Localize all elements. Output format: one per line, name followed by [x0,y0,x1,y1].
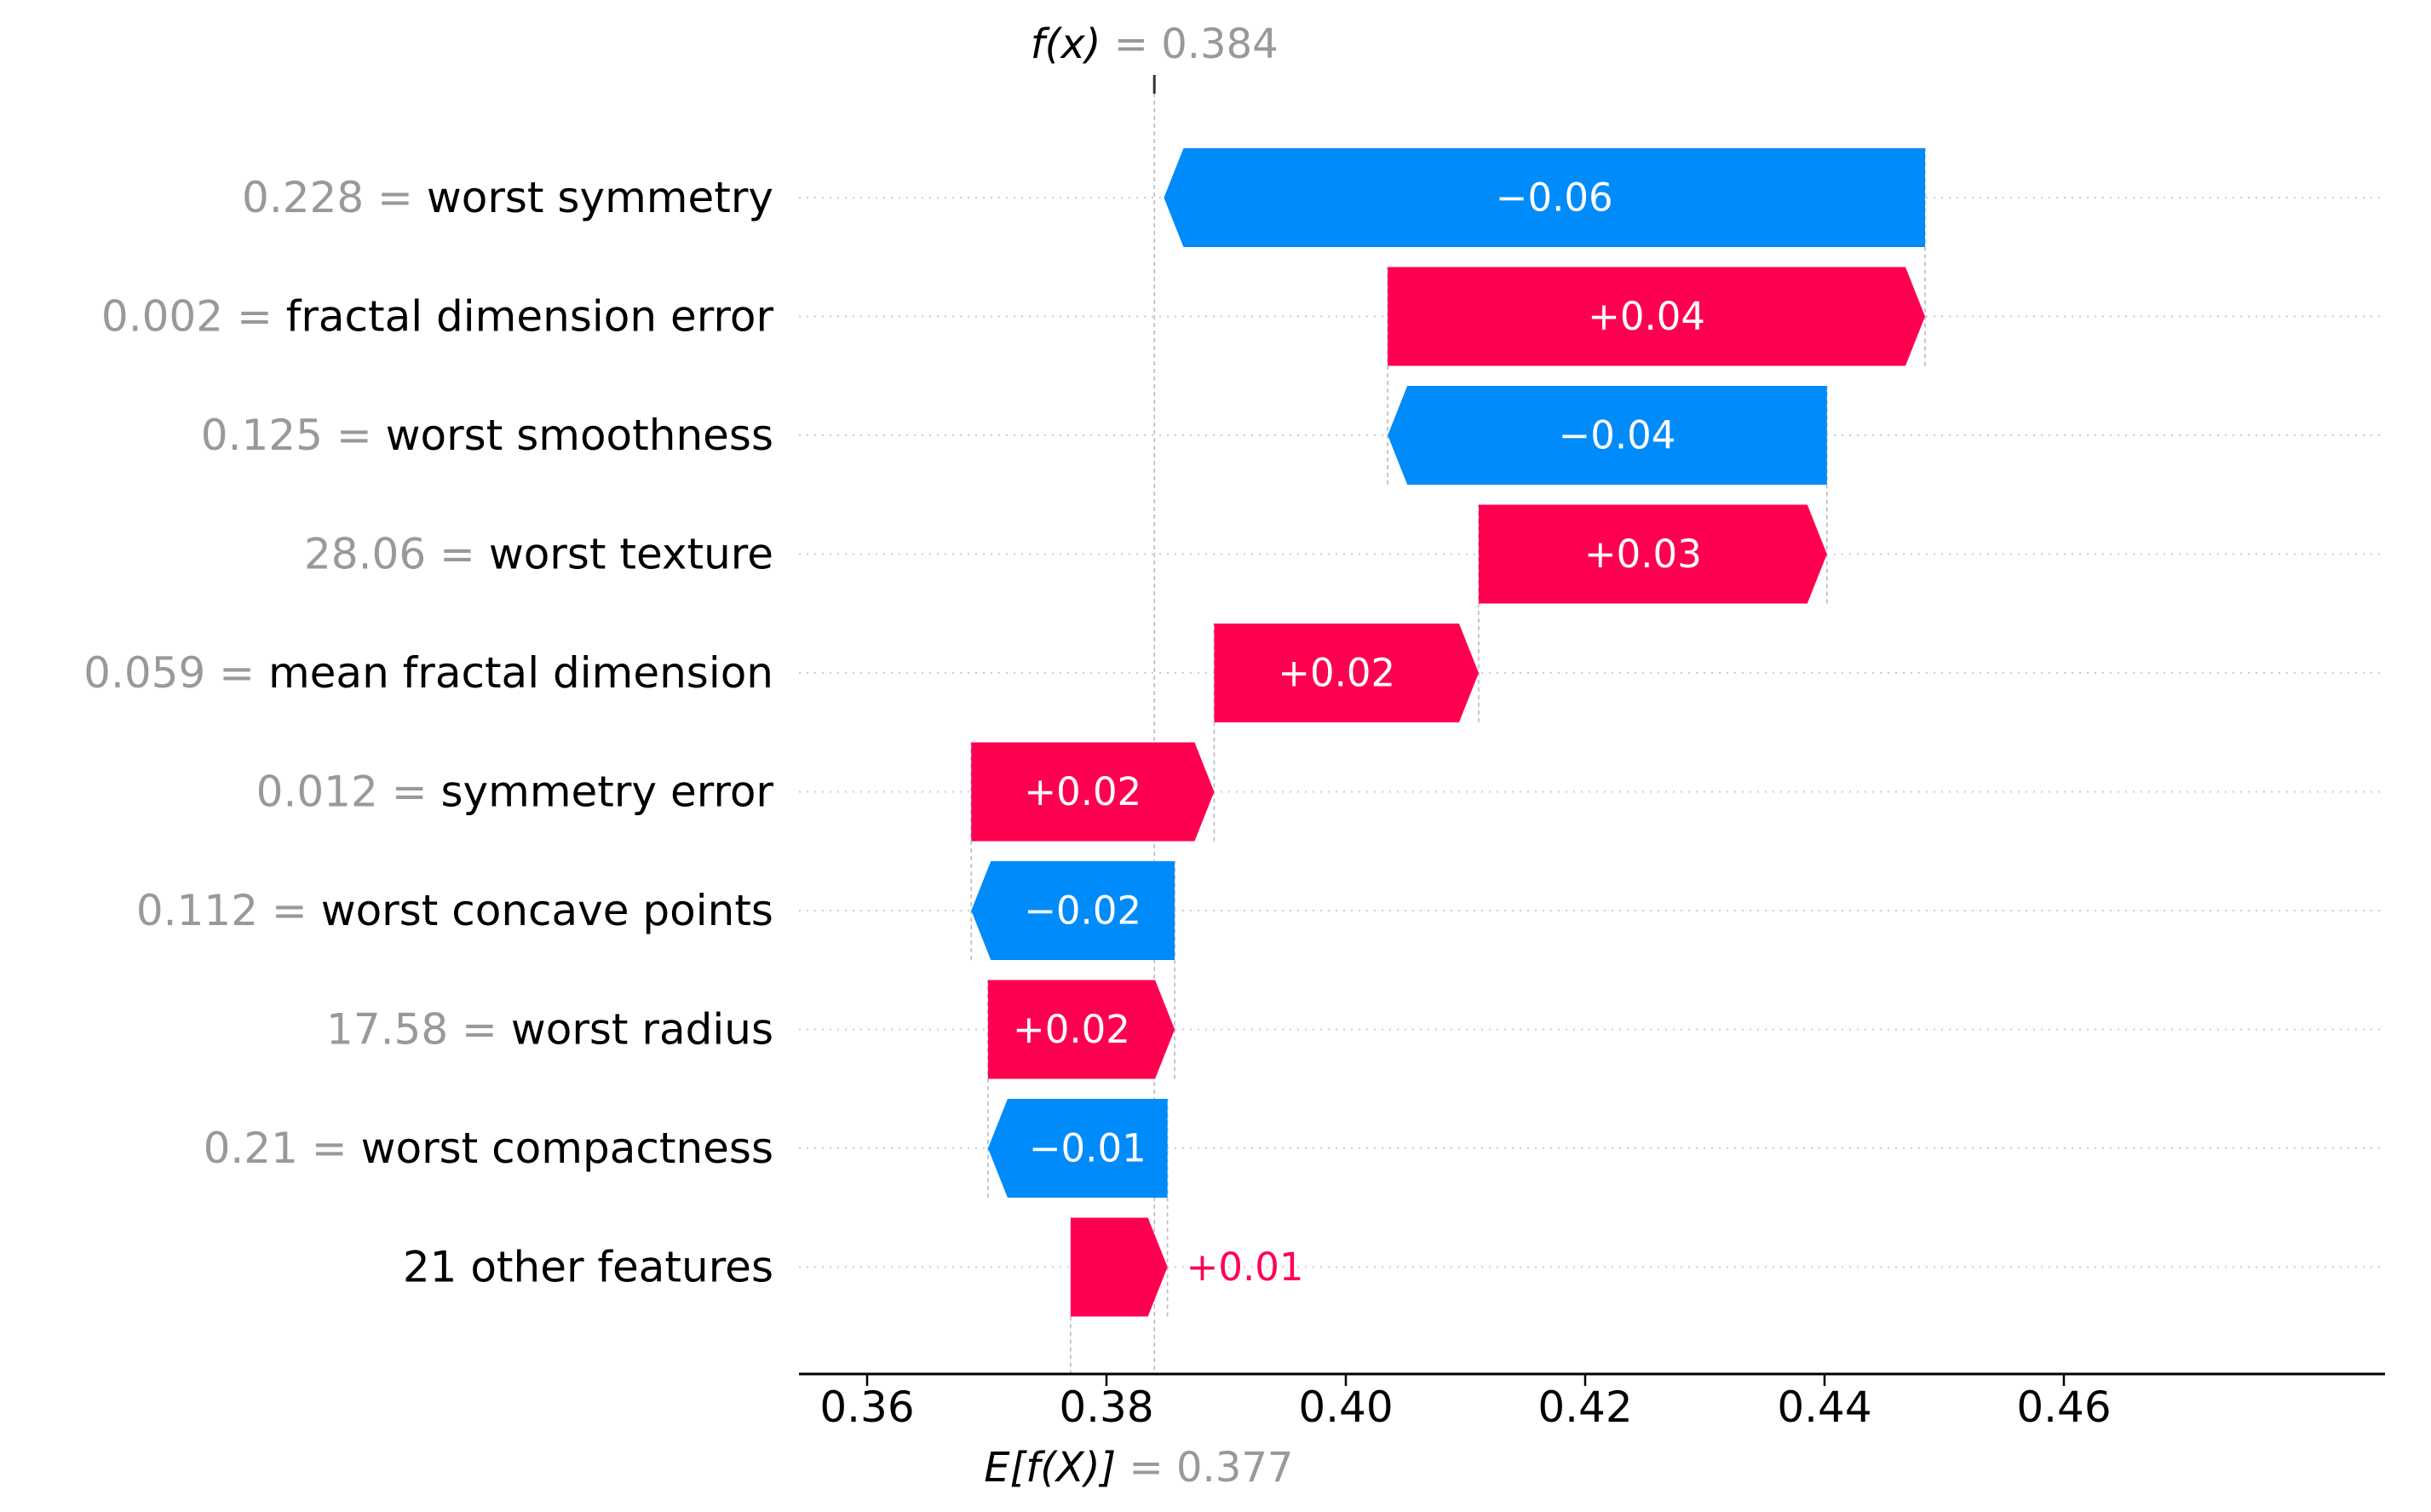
x-tick-label: 0.40 [1298,1383,1393,1432]
feature-label: 28.06 = worst texture [304,530,773,579]
negative-bar [1164,148,1926,247]
feature-label: 0.112 = worst concave points [136,886,773,935]
bar-value-label: +0.04 [1588,294,1705,339]
x-tick-label: 0.42 [1537,1383,1632,1432]
positive-bar [1214,624,1479,722]
bar-value-label: −0.01 [1029,1126,1147,1171]
positive-bar [987,980,1175,1079]
negative-bar [971,861,1175,960]
feature-label: 0.002 = fractal dimension error [101,292,774,342]
negative-bar [1388,386,1827,485]
feature-labels: 0.228 = worst symmetry 0.002 = fractal di… [83,173,773,1292]
contribution-labels: −0.06 +0.04 −0.04 +0.03 +0.02 +0.02 −0.02 +0.02… [1013,175,1705,1291]
x-tick-label: 0.36 [819,1383,914,1432]
bar-value-label: −0.06 [1496,175,1613,221]
x-tick-label: 0.46 [2016,1383,2111,1432]
x-tick-label: 0.38 [1059,1383,1153,1432]
feature-label: 17.58 = worst radius [326,1005,773,1055]
base-value-annotation: E[f(X)] = 0.377 [984,1444,1293,1492]
output-value-annotation: f(x) = 0.384 [1031,20,1279,68]
negative-bar [987,1099,1168,1198]
positive-bar [1478,504,1827,604]
positive-bar [1070,1217,1168,1317]
positive-bar [1388,267,1926,366]
feature-label: 0.059 = mean fractal dimension [83,648,773,698]
feature-label: 0.125 = worst smoothness [201,411,773,460]
feature-label: 21 other features [403,1243,773,1292]
bar-value-label: +0.02 [1024,769,1141,814]
x-tick-label: 0.44 [1777,1383,1871,1432]
contribution-bars [971,148,1926,1317]
bar-value-label: −0.04 [1559,413,1676,458]
feature-label: 0.21 = worst compactness [204,1124,773,1173]
feature-label: 0.012 = symmetry error [256,767,774,817]
bar-value-label: +0.03 [1584,532,1702,577]
x-axis: 0.36 0.38 0.40 0.42 0.44 0.46 [799,1372,2385,1432]
bar-value-label: +0.02 [1013,1007,1130,1052]
feature-label: 0.228 = worst symmetry [242,173,773,222]
bar-value-label: +0.01 [1187,1245,1304,1290]
expected-and-output-annotations: f(x) = 0.384 E[f(X)] = 0.377 [984,20,1293,1492]
positive-bar [971,742,1215,842]
bar-value-label: −0.02 [1024,888,1141,934]
bar-value-label: +0.02 [1278,651,1395,696]
